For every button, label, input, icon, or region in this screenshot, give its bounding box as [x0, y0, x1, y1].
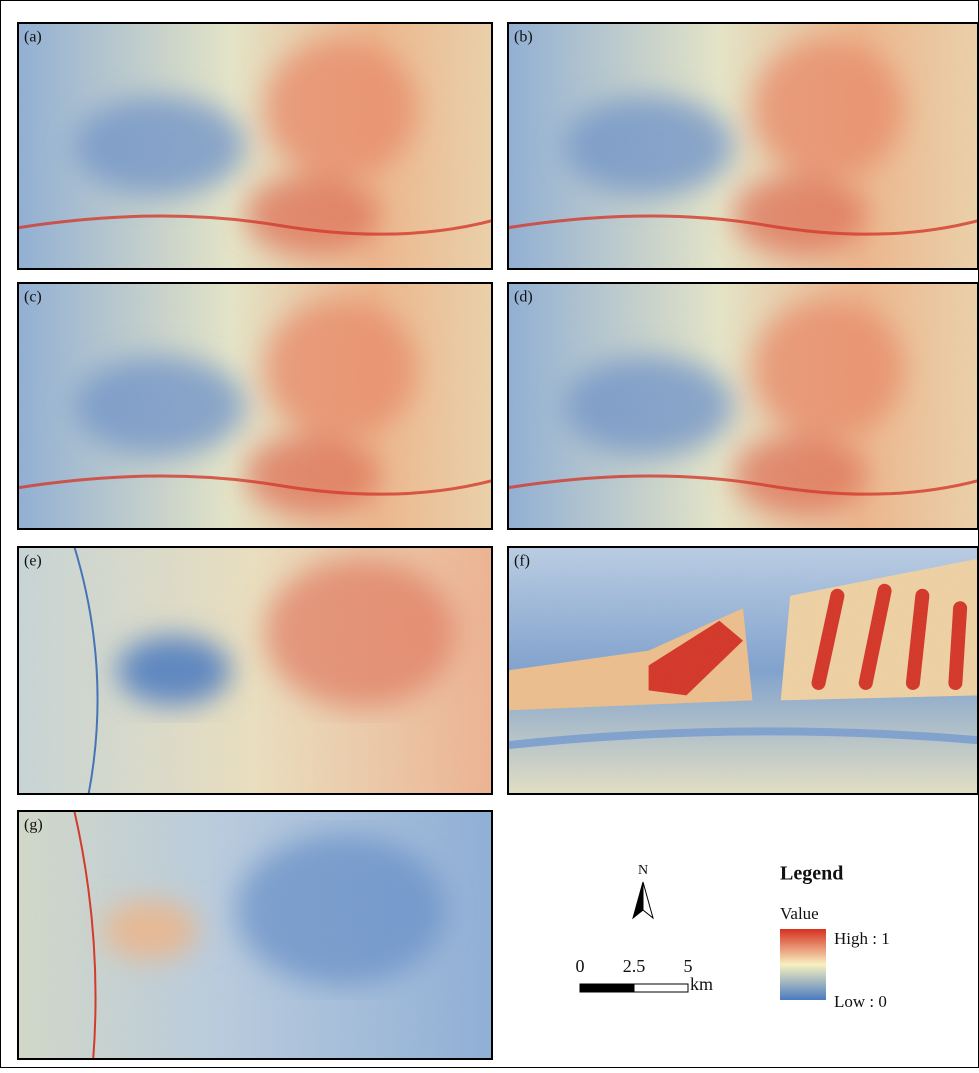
legend-ramp — [780, 929, 826, 1000]
legend-field: Value — [780, 904, 819, 923]
texture — [507, 546, 979, 795]
texture — [17, 282, 493, 530]
legend-title: Legend — [780, 863, 843, 885]
panel-label: (g) — [24, 817, 43, 834]
map-panel: (c) — [17, 282, 493, 530]
legend-high: High : 1 — [834, 929, 890, 948]
scale-segment — [634, 984, 688, 992]
map-content — [507, 546, 979, 795]
panel-label: (e) — [24, 553, 42, 570]
map-panel: (f) — [507, 546, 979, 795]
figure: (a) (b) (c) (d) (e) (f) (g) N 0 2.5 5km Legend V… — [0, 0, 979, 1068]
legend: Legend Value High : 1 Low : 0 — [780, 863, 890, 1011]
map-content — [17, 22, 493, 270]
map-content — [17, 546, 493, 795]
scale-bar: 0 2.5 5km — [576, 956, 714, 994]
map-content — [17, 282, 493, 530]
texture — [17, 810, 493, 1060]
texture — [507, 22, 979, 270]
texture — [507, 282, 979, 530]
legend-low: Low : 0 — [834, 992, 887, 1011]
map-panel: (d) — [507, 282, 979, 530]
map-content — [507, 22, 979, 270]
north-arrow: N — [633, 863, 653, 918]
scale-tick-label: 2.5 — [623, 956, 646, 976]
texture — [17, 546, 493, 795]
map-panel: (g) — [17, 810, 493, 1060]
map-panel: (b) — [507, 22, 979, 270]
texture — [17, 22, 493, 270]
north-label: N — [638, 863, 648, 878]
scale-unit: km — [690, 974, 713, 994]
panel-label: (a) — [24, 29, 42, 46]
map-content — [17, 810, 493, 1060]
scale-segment — [580, 984, 634, 992]
panel-label: (c) — [24, 289, 42, 306]
map-panel: (e) — [17, 546, 493, 795]
map-panel: (a) — [17, 22, 493, 270]
scale-tick-label: 5 — [684, 956, 693, 976]
panel-label: (f) — [514, 553, 530, 570]
map-content — [507, 282, 979, 530]
scale-tick-label: 0 — [576, 956, 585, 976]
panel-label: (d) — [514, 289, 533, 306]
panel-label: (b) — [514, 29, 533, 46]
